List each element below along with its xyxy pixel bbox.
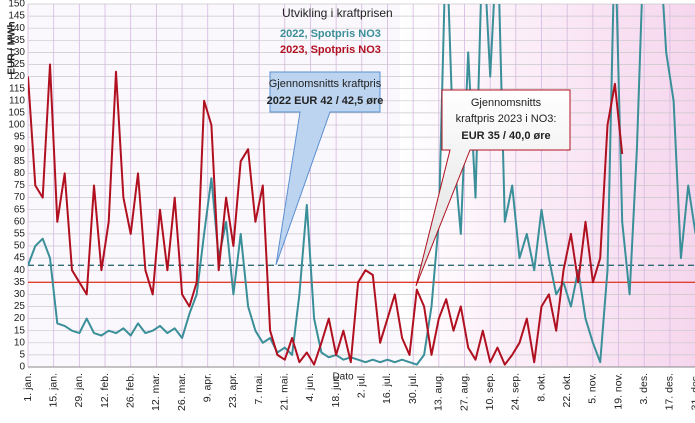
x-tick-label: 12. feb.: [99, 373, 111, 408]
y-tick-label: 145: [8, 11, 25, 22]
y-tick-label: 130: [8, 47, 25, 58]
y-tick-label: 115: [9, 83, 25, 94]
series-line: [28, 4, 695, 366]
legend-entry: 2023, Spotpris NO3: [280, 44, 381, 56]
y-tick-label: 0: [19, 362, 25, 373]
x-tick-label: 9. apr.: [202, 373, 214, 402]
y-tick-label: 25: [14, 301, 26, 312]
labels: 0510152025303540455055606570758085909510…: [8, 0, 695, 411]
x-tick-label: 1. jan.: [22, 373, 34, 402]
callout-shape: [415, 89, 571, 287]
x-tick-label: 22. okt.: [561, 373, 573, 407]
callout-text: Gjennomsnitts: [471, 97, 542, 109]
y-tick-label: 30: [14, 289, 26, 300]
y-tick-label: 65: [14, 204, 26, 215]
y-tick-label: 125: [8, 59, 25, 70]
x-tick-label: 17. des.: [664, 373, 676, 410]
x-tick-label: 26. feb.: [124, 373, 136, 408]
y-tick-label: 35: [14, 277, 26, 288]
y-tick-label: 45: [14, 253, 26, 264]
x-tick-label: 2. jul.: [356, 373, 368, 398]
y-tick-label: 105: [8, 108, 25, 119]
y-tick-label: 85: [14, 156, 26, 167]
x-tick-label: 26. mar.: [176, 373, 188, 411]
y-tick-label: 120: [8, 71, 25, 82]
y-tick-label: 135: [8, 35, 25, 46]
y-axis-title: EUR / MWh: [7, 21, 18, 74]
y-tick-label: 150: [8, 0, 25, 10]
legend-entry: 2022, Spotpris NO3: [280, 28, 381, 40]
y-tick-label: 90: [14, 144, 26, 155]
y-tick-label: 100: [8, 120, 25, 131]
x-tick-label: 7. mai.: [253, 373, 265, 405]
y-tick-label: 40: [14, 265, 26, 276]
x-tick-label: 21. mai.: [279, 373, 291, 410]
x-tick-label: 23. apr.: [227, 373, 239, 408]
y-tick-label: 60: [14, 216, 26, 227]
x-tick-label: 5. nov.: [587, 373, 599, 404]
x-tick-label: 24. sep.: [510, 373, 522, 410]
x-tick-label: 29. jan.: [73, 373, 85, 407]
y-tick-label: 5: [19, 350, 25, 361]
x-tick-label: 10. sep.: [484, 373, 496, 410]
x-tick-label: 31. des.: [689, 373, 695, 410]
x-tick-label: 18. jun.: [330, 373, 342, 407]
y-tick-label: 10: [14, 337, 26, 348]
y-tick-label: 70: [14, 192, 26, 203]
x-tick-label: 3. des.: [638, 373, 650, 405]
callout-text: 2022 EUR 42 / 42,5 øre: [267, 95, 384, 107]
marks: [28, 4, 695, 366]
y-tick-label: 15: [14, 325, 26, 336]
y-tick-label: 110: [9, 95, 25, 106]
x-tick-label: 27. aug.: [458, 373, 470, 411]
x-tick-label: 8. okt.: [535, 373, 547, 402]
callout: Gjennomsnitts kraftpris 2023 i NO3: EUR …: [415, 89, 571, 287]
chart-title: Utvikling i kraftprisen: [282, 6, 393, 20]
x-axis-title: Dato: [332, 372, 354, 383]
callout-text: Gjennomsnitts kraftpris: [269, 78, 382, 90]
y-tick-label: 140: [8, 23, 25, 34]
series-line: [28, 63, 624, 366]
x-tick-label: 13. aug.: [433, 373, 445, 411]
y-tick-label: 75: [14, 180, 26, 191]
x-tick-label: 12. mar.: [150, 373, 162, 411]
y-tick-label: 50: [14, 241, 26, 252]
y-tick-label: 55: [14, 229, 26, 240]
x-tick-label: 15. jan.: [47, 373, 59, 407]
callout-text: kraftpris 2023 i NO3:: [456, 113, 557, 125]
x-tick-label: 16. jul.: [381, 373, 393, 404]
x-tick-label: 4. jun.: [304, 373, 316, 402]
y-tick-label: 80: [14, 168, 26, 179]
y-tick-label: 95: [14, 132, 26, 143]
y-tick-label: 20: [14, 313, 26, 324]
x-tick-label: 30. jul.: [407, 373, 419, 404]
callout: Gjennomsnitts kraftpris 2022 EUR 42 / 42…: [267, 71, 384, 266]
callout-shape: [269, 71, 381, 266]
callout-text: EUR 35 / 40,0 øre: [461, 130, 550, 142]
grid: [27, 3, 695, 368]
x-tick-label: 19. nov.: [612, 373, 624, 410]
